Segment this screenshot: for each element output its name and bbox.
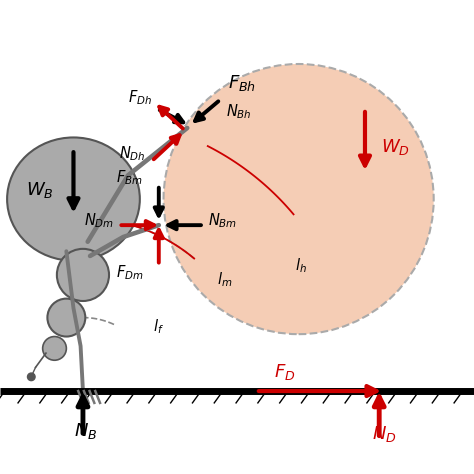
Text: $N_{Bh}$: $N_{Bh}$ <box>227 102 252 121</box>
Circle shape <box>43 337 66 360</box>
Text: $F_{Dh}$: $F_{Dh}$ <box>128 88 152 107</box>
Text: $F_{Bh}$: $F_{Bh}$ <box>228 73 256 93</box>
Text: $N_{Dm}$: $N_{Dm}$ <box>84 211 115 230</box>
Text: $F_{Bm}$: $F_{Bm}$ <box>116 168 143 187</box>
Text: $W_B$: $W_B$ <box>27 180 54 200</box>
Text: $N_B$: $N_B$ <box>73 421 97 441</box>
Text: $F_{Dm}$: $F_{Dm}$ <box>116 263 143 282</box>
Circle shape <box>57 249 109 301</box>
Text: $N_D$: $N_D$ <box>372 424 396 444</box>
Circle shape <box>164 64 434 334</box>
Ellipse shape <box>7 137 140 261</box>
Circle shape <box>47 299 85 337</box>
Text: $W_D$: $W_D$ <box>381 137 410 157</box>
Text: $N_{Bm}$: $N_{Bm}$ <box>208 211 237 230</box>
Text: $l_f$: $l_f$ <box>153 318 164 337</box>
Circle shape <box>27 373 35 381</box>
Text: $l_m$: $l_m$ <box>218 270 233 289</box>
Text: $F_D$: $F_D$ <box>273 362 295 382</box>
Text: $l_h$: $l_h$ <box>295 256 307 275</box>
Text: $N_{Dh}$: $N_{Dh}$ <box>119 145 146 164</box>
